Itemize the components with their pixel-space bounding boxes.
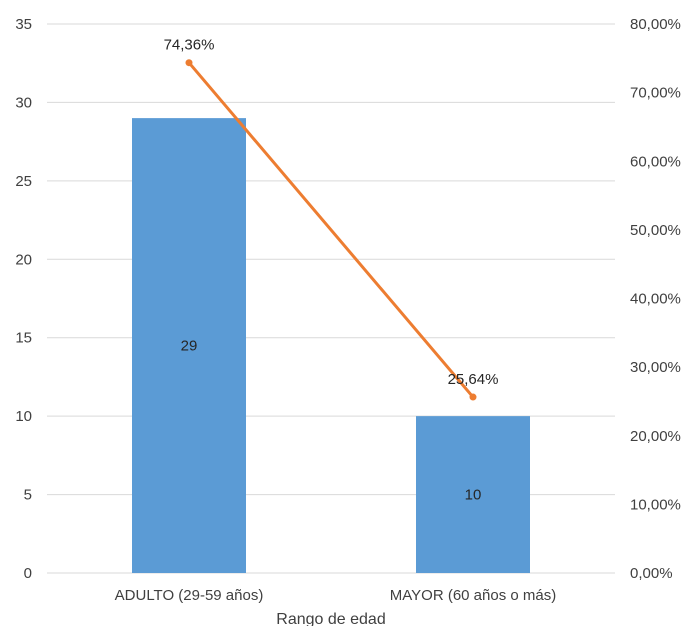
bar-value-label: 10: [465, 487, 482, 504]
line-series: 74,36% 25,64%: [164, 37, 499, 401]
bar-series: 29 10: [132, 118, 530, 573]
line-value-label: 25,64%: [448, 371, 499, 388]
right-tick-label: 50,00%: [630, 222, 681, 239]
right-tick-label: 40,00%: [630, 291, 681, 308]
right-tick-label: 10,00%: [630, 496, 681, 513]
right-tick-label: 60,00%: [630, 153, 681, 170]
bar: [132, 118, 246, 573]
left-tick-label: 25: [15, 173, 32, 190]
line-point: [185, 59, 193, 67]
line-point: [469, 393, 477, 401]
category-label: ADULTO (29-59 años): [115, 587, 264, 604]
left-tick-label: 0: [24, 565, 32, 582]
bar-value-label: 29: [181, 338, 198, 355]
right-tick-label: 0,00%: [630, 565, 673, 582]
category-label: MAYOR (60 años o más): [390, 587, 556, 604]
bar: [416, 416, 530, 573]
left-tick-label: 35: [15, 16, 32, 33]
right-tick-label: 80,00%: [630, 16, 681, 33]
right-y-axis: 0,00% 10,00% 20,00% 30,00% 40,00% 50,00% 60,00…: [630, 16, 681, 582]
right-tick-label: 30,00%: [630, 359, 681, 376]
left-y-axis: 0 5 10 15 20 25 30 35: [15, 16, 32, 582]
left-tick-label: 10: [15, 408, 32, 425]
line-value-label: 74,36%: [164, 37, 215, 54]
line-path: [187, 61, 475, 399]
right-tick-label: 20,00%: [630, 428, 681, 445]
left-tick-label: 15: [15, 330, 32, 347]
left-tick-label: 20: [15, 251, 32, 268]
x-axis-title: Rango de edad: [276, 611, 385, 626]
right-tick-label: 70,00%: [630, 85, 681, 102]
x-axis: ADULTO (29-59 años) MAYOR (60 años o más): [115, 587, 557, 604]
left-tick-label: 5: [24, 487, 32, 504]
left-tick-label: 30: [15, 94, 32, 111]
